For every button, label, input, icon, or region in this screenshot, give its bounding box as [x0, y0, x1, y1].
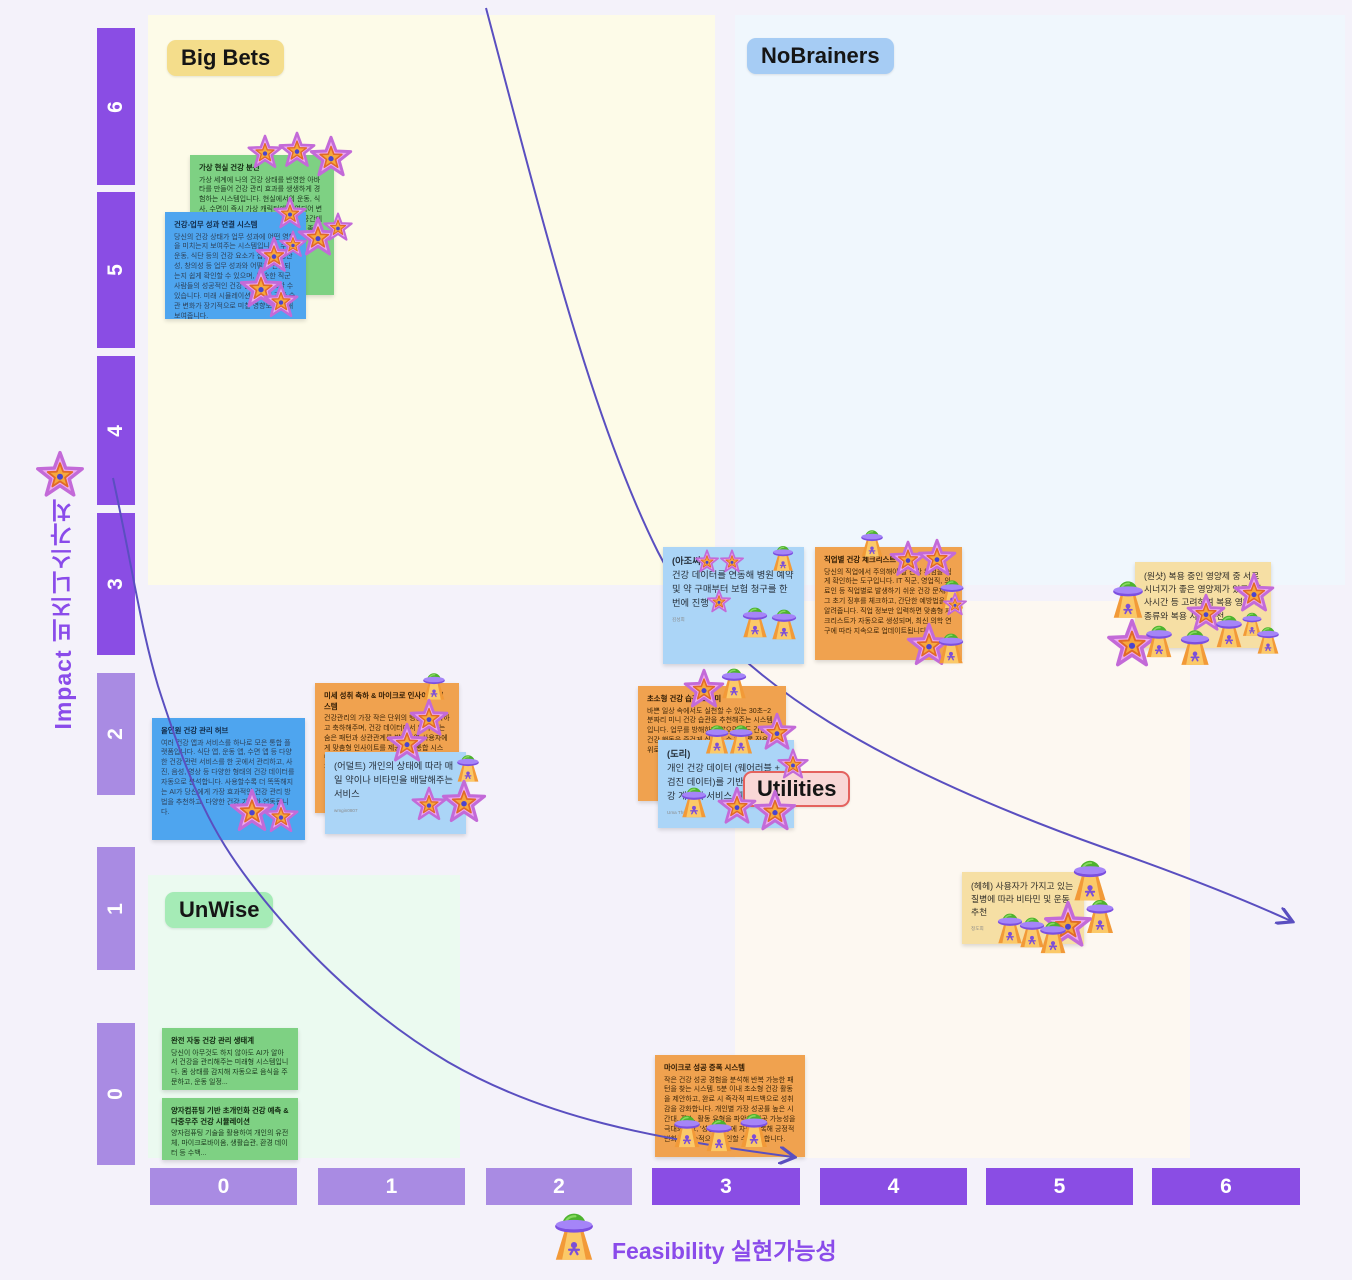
note-author: 정도희 [971, 925, 984, 931]
star-sticker-icon[interactable] [719, 549, 745, 580]
ufo-sticker-icon[interactable] [766, 606, 802, 647]
ufo-sticker-icon[interactable] [734, 1110, 774, 1155]
star-sticker-icon[interactable] [322, 212, 354, 249]
note-auto-health-ecosystem[interactable]: 완전 자동 건강 관리 생태계 당신이 아무것도 하지 않아도 AI가 알아서 … [162, 1028, 298, 1090]
note-title: 건강-업무 성과 연결 시스템 [174, 220, 258, 229]
star-sticker-icon[interactable] [262, 798, 300, 841]
star-sticker-icon[interactable] [706, 589, 732, 620]
star-sticker-icon[interactable] [278, 230, 308, 265]
ufo-sticker-icon[interactable] [1252, 624, 1284, 661]
ufo-sticker-icon[interactable] [676, 784, 712, 825]
note-body: 당신의 건강 상태가 업무 성과에 어떤 영향을 미치는지 보여주는 시스템입니… [174, 233, 296, 319]
ufo-sticker-icon[interactable] [700, 1116, 738, 1159]
star-sticker-icon[interactable] [385, 722, 429, 771]
y-axis-segment-1: 1 [97, 847, 135, 970]
star-sticker-icon[interactable] [776, 748, 810, 787]
note-title: 완전 자동 건강 관리 생태계 [171, 1036, 255, 1045]
note-title: 가상 현실 건강 분신 [199, 163, 260, 172]
star-sticker-icon[interactable] [942, 592, 968, 623]
y-axis-segment-4: 4 [97, 356, 135, 505]
note-quantum-simulation[interactable]: 양자컴퓨팅 기반 초개인화 건강 예측 & 다중우주 건강 시뮬레이션 양자컴퓨… [162, 1098, 298, 1160]
quadrant-label-big-bets[interactable]: Big Bets [167, 40, 285, 76]
x-axis-segment-0: 0 [150, 1168, 297, 1205]
ufo-sticker-icon[interactable] [768, 543, 798, 578]
ufo-sticker-icon[interactable] [933, 630, 969, 671]
feasibility-axis-ufo-icon [546, 1208, 602, 1269]
note-body: 당신이 아무것도 하지 않아도 AI가 알아서 건강을 관리해주는 미래형 시스… [171, 1049, 289, 1087]
x-axis-segment-4: 4 [820, 1168, 967, 1205]
star-sticker-icon[interactable] [262, 283, 300, 326]
ufo-sticker-icon[interactable] [1140, 622, 1178, 665]
y-axis-segment-5: 5 [97, 192, 135, 348]
ufo-sticker-icon[interactable] [856, 527, 888, 564]
ufo-sticker-icon[interactable] [716, 665, 752, 706]
x-axis-segment-2: 2 [486, 1168, 632, 1205]
y-axis-segment-6: 6 [97, 28, 135, 185]
star-sticker-icon[interactable] [694, 549, 720, 580]
x-axis-segment-5: 5 [986, 1168, 1133, 1205]
ufo-sticker-icon[interactable] [724, 722, 758, 761]
star-sticker-icon[interactable] [440, 779, 488, 832]
quadrant-label-unwise[interactable]: UnWise [165, 892, 274, 928]
note-title: 양자컴퓨팅 기반 초개인화 건강 예측 & 다중우주 건강 시뮬레이션 [171, 1106, 289, 1126]
ufo-sticker-icon[interactable] [1034, 918, 1072, 961]
y-axis-segment-0: 0 [97, 1023, 135, 1165]
note-body: 양자컴퓨팅 기술을 활용하여 개인의 유전체, 마이크로바이옴, 생활습관, 환… [171, 1130, 289, 1157]
x-axis-segment-1: 1 [318, 1168, 465, 1205]
x-axis-segment-3: 3 [652, 1168, 800, 1205]
y-axis-segment-3: 3 [97, 513, 135, 655]
note-title: 올인원 건강 관리 허브 [161, 726, 229, 735]
x-axis-segment-6: 6 [1152, 1168, 1300, 1205]
quadrant-label-nobrainers[interactable]: NoBrainers [747, 38, 894, 74]
star-sticker-icon[interactable] [308, 135, 354, 186]
quadrant-nobrainers-region [735, 15, 1345, 585]
y-axis-title: Impact 비즈니스가치 [50, 498, 76, 730]
y-axis-segment-2: 2 [97, 673, 135, 795]
note-title: 마이크로 성공 증폭 시스템 [664, 1063, 745, 1072]
x-axis-title: Feasibility 실현가능성 [612, 1238, 837, 1264]
star-sticker-icon[interactable] [752, 789, 798, 840]
